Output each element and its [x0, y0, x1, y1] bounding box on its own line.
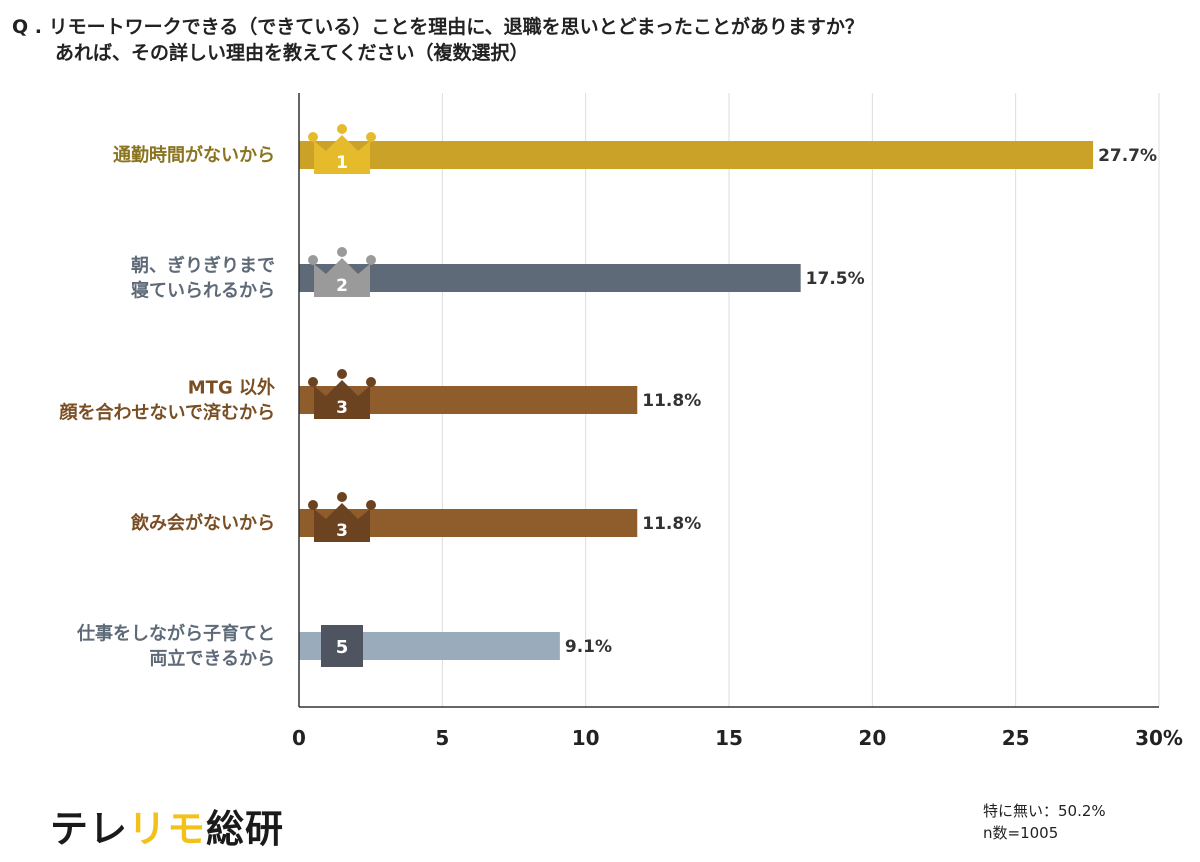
- question-title: Q . リモートワークできる（できている）ことを理由に、退職を思いとどまったこと…: [12, 14, 1182, 66]
- value-label: 11.8%: [642, 391, 701, 411]
- crown-jewel: [366, 500, 376, 510]
- category-label: MTG 以外: [188, 377, 275, 399]
- question-line-2: あれば、その詳しい理由を教えてください（複数選択）: [55, 42, 529, 64]
- rank-number: 3: [336, 521, 348, 541]
- x-tick-label: 20: [858, 726, 886, 750]
- bar: [299, 141, 1094, 169]
- category-label: 顔を合わせないで済むから: [59, 402, 275, 424]
- crown-jewel: [366, 132, 376, 142]
- rank-crown-icon: [314, 503, 370, 542]
- footnote: 特に無い：50.2% n数=1005: [983, 800, 1106, 844]
- value-label: 11.8%: [642, 514, 701, 534]
- x-tick-label: 10: [572, 726, 600, 750]
- rank-crown-icon: [314, 380, 370, 419]
- x-tick-label: 0: [292, 726, 306, 750]
- category-label: 両立できるから: [149, 648, 275, 670]
- bar-chart: 0 5 10 15 20 25 30%通勤時間がないから朝、ぎりぎりまで寝ていられるからMT…: [59, 93, 1183, 750]
- value-label: 27.7%: [1098, 146, 1157, 166]
- category-label: 通勤時間がないから: [113, 144, 275, 166]
- rank-number: 3: [336, 398, 348, 418]
- brand-part-1: テレ: [50, 807, 129, 851]
- rank-number: 2: [336, 276, 348, 296]
- bar: [299, 264, 801, 292]
- crown-jewel: [366, 377, 376, 387]
- rank-number: 1: [336, 153, 348, 173]
- category-label: 寝ていられるから: [131, 280, 275, 302]
- x-tick-label: 25: [1002, 726, 1030, 750]
- category-label: 仕事をしながら子育てと: [76, 623, 275, 645]
- value-label: 17.5%: [806, 269, 865, 289]
- rank-number: 5: [336, 637, 349, 658]
- crown-jewel: [337, 247, 347, 257]
- question-line-1: Q . リモートワークできる（できている）ことを理由に、退職を思いとどまったこと…: [12, 16, 864, 38]
- crown-jewel: [337, 124, 347, 134]
- brand-part-2: リモ: [128, 807, 207, 851]
- category-label: 朝、ぎりぎりまで: [131, 255, 275, 277]
- crown-jewel: [308, 255, 318, 265]
- x-tick-label: 5: [435, 726, 449, 750]
- crown-jewel: [308, 377, 318, 387]
- brand-part-3: 総研: [206, 807, 285, 851]
- brand-logo: テレリモ総研: [50, 798, 284, 853]
- crown-jewel: [366, 255, 376, 265]
- rank-square-icon: [321, 625, 363, 667]
- rank-crown-icon: [314, 258, 370, 297]
- crown-jewel: [337, 492, 347, 502]
- footnote-none: 特に無い：50.2%: [983, 802, 1106, 820]
- x-tick-label: 30%: [1135, 726, 1183, 750]
- footnote-n: n数=1005: [983, 824, 1059, 842]
- category-label: 飲み会がないから: [130, 512, 275, 534]
- crown-jewel: [308, 132, 318, 142]
- rank-crown-icon: [314, 135, 370, 174]
- value-label: 9.1%: [565, 637, 612, 657]
- x-tick-label: 15: [715, 726, 743, 750]
- crown-jewel: [337, 369, 347, 379]
- crown-jewel: [308, 500, 318, 510]
